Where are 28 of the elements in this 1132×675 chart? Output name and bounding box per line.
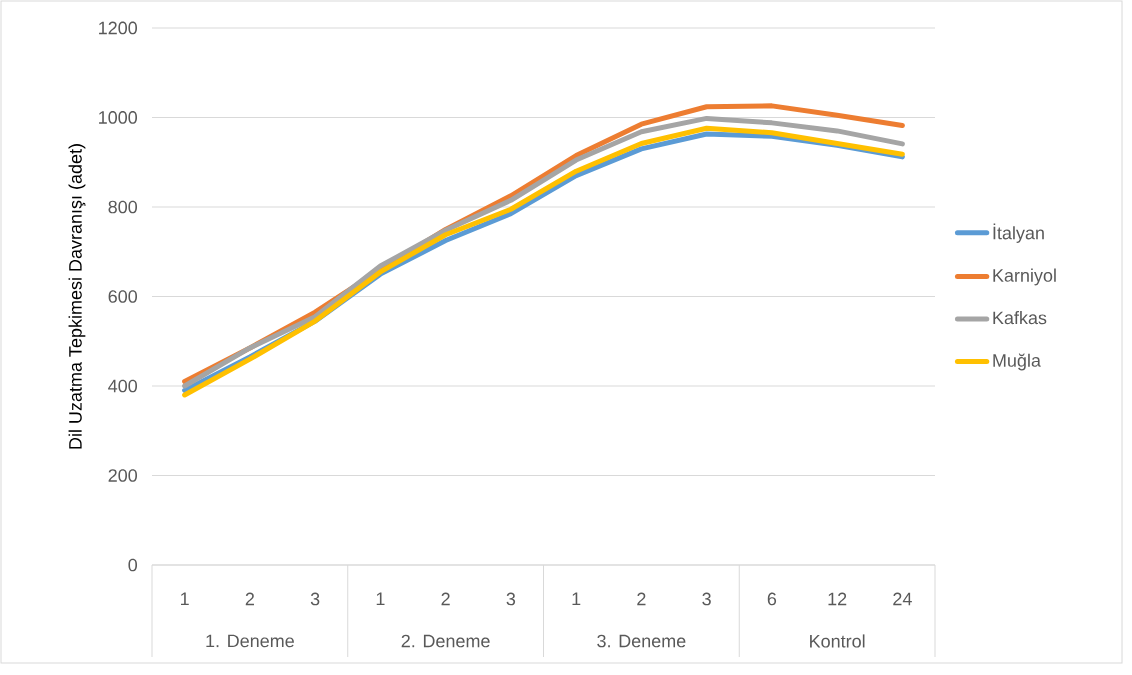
legend-label: Muğla <box>993 353 1041 371</box>
x-tick-label: 1 <box>181 592 189 605</box>
x-tick-label: 1 <box>572 592 581 605</box>
x-tick-label: 3 <box>506 592 516 606</box>
y-tick-label: 200 <box>108 469 138 482</box>
text: Kontrol <box>810 634 865 648</box>
y-tick-label: 600 <box>108 290 138 303</box>
x-tick-label: 24 <box>893 592 912 606</box>
x-tick-label: 2 <box>245 592 254 606</box>
y-tick-label: 800 <box>108 200 138 214</box>
y-axis-title: Dil Uzatma Tepkimesi Davranışı (adet) <box>68 144 86 449</box>
y-tick-label: 1000 <box>99 111 138 124</box>
x-tick-label: 2 <box>441 592 450 606</box>
x-tick-label: 3 <box>702 592 711 606</box>
x-tick-label: 2 <box>637 592 646 606</box>
y-tick-label: 0 <box>128 558 138 572</box>
y-tick-label: 400 <box>108 379 138 393</box>
text: 1. Deneme <box>206 634 294 648</box>
legend-label: İtalyan <box>993 223 1044 243</box>
text: 3. Deneme <box>597 634 686 648</box>
x-tick-label: 12 <box>828 592 847 606</box>
text: 2. Deneme <box>401 634 490 648</box>
x-tick-label: 6 <box>767 592 777 606</box>
x-tick-label: 3 <box>310 592 320 606</box>
legend-label: Karniyol <box>993 268 1056 286</box>
y-tick-label: 1200 <box>99 21 138 35</box>
x-tick-label: 1 <box>376 592 385 605</box>
legend-label: Kafkas <box>993 311 1047 325</box>
